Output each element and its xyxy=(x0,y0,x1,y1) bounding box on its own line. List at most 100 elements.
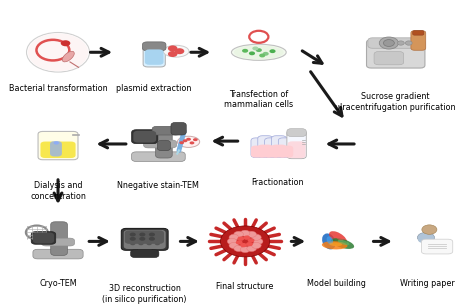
Circle shape xyxy=(229,234,238,240)
Circle shape xyxy=(149,237,155,241)
FancyBboxPatch shape xyxy=(143,42,166,51)
Circle shape xyxy=(236,240,243,245)
FancyBboxPatch shape xyxy=(421,239,453,254)
FancyBboxPatch shape xyxy=(137,244,152,256)
Circle shape xyxy=(149,233,155,236)
Circle shape xyxy=(193,138,198,141)
Ellipse shape xyxy=(329,231,347,245)
Circle shape xyxy=(155,237,160,241)
Ellipse shape xyxy=(322,233,336,249)
FancyBboxPatch shape xyxy=(143,45,165,67)
Circle shape xyxy=(263,52,269,56)
FancyBboxPatch shape xyxy=(125,230,164,244)
Circle shape xyxy=(240,246,250,253)
Circle shape xyxy=(190,142,194,144)
Circle shape xyxy=(130,237,136,241)
Circle shape xyxy=(246,242,253,246)
FancyBboxPatch shape xyxy=(51,222,67,256)
FancyBboxPatch shape xyxy=(121,228,168,250)
Ellipse shape xyxy=(163,45,189,57)
Circle shape xyxy=(138,232,144,236)
FancyBboxPatch shape xyxy=(157,140,171,151)
Circle shape xyxy=(28,33,88,71)
Text: Model building: Model building xyxy=(307,279,366,288)
Ellipse shape xyxy=(234,45,283,59)
FancyBboxPatch shape xyxy=(258,136,273,158)
Circle shape xyxy=(229,242,238,249)
FancyBboxPatch shape xyxy=(33,232,54,243)
FancyBboxPatch shape xyxy=(41,238,74,246)
Circle shape xyxy=(422,225,437,234)
Circle shape xyxy=(383,40,394,46)
FancyBboxPatch shape xyxy=(132,152,185,161)
FancyBboxPatch shape xyxy=(278,145,293,158)
FancyBboxPatch shape xyxy=(251,145,266,158)
Text: Final structure: Final structure xyxy=(217,282,274,291)
FancyBboxPatch shape xyxy=(155,127,172,158)
Circle shape xyxy=(130,242,136,245)
Text: plasmid extraction: plasmid extraction xyxy=(116,84,191,93)
FancyBboxPatch shape xyxy=(264,138,280,158)
Circle shape xyxy=(237,236,244,241)
FancyBboxPatch shape xyxy=(272,145,286,158)
Ellipse shape xyxy=(331,238,354,249)
Text: Cryo-TEM: Cryo-TEM xyxy=(39,279,77,288)
Circle shape xyxy=(228,230,263,253)
Circle shape xyxy=(175,48,184,54)
Circle shape xyxy=(182,139,188,142)
Circle shape xyxy=(220,226,270,257)
FancyBboxPatch shape xyxy=(145,49,164,65)
FancyBboxPatch shape xyxy=(278,138,293,158)
Circle shape xyxy=(234,246,244,252)
Circle shape xyxy=(247,231,256,237)
Circle shape xyxy=(139,233,146,236)
Circle shape xyxy=(168,45,177,52)
Circle shape xyxy=(146,237,152,241)
Circle shape xyxy=(247,238,255,242)
Circle shape xyxy=(240,230,250,236)
FancyBboxPatch shape xyxy=(50,141,62,156)
FancyBboxPatch shape xyxy=(287,130,306,159)
Circle shape xyxy=(252,242,261,249)
Circle shape xyxy=(242,49,248,53)
FancyBboxPatch shape xyxy=(171,122,186,135)
Circle shape xyxy=(139,237,146,241)
Circle shape xyxy=(243,235,250,240)
Circle shape xyxy=(179,141,184,144)
FancyBboxPatch shape xyxy=(33,249,83,259)
Circle shape xyxy=(259,54,265,57)
Circle shape xyxy=(405,41,412,45)
FancyBboxPatch shape xyxy=(413,31,424,35)
Text: Transfection of
mammalian cells: Transfection of mammalian cells xyxy=(224,90,293,109)
FancyBboxPatch shape xyxy=(133,131,156,142)
Circle shape xyxy=(54,141,59,145)
FancyBboxPatch shape xyxy=(31,232,56,244)
FancyBboxPatch shape xyxy=(40,142,75,158)
FancyBboxPatch shape xyxy=(130,250,159,258)
Ellipse shape xyxy=(327,236,333,244)
Circle shape xyxy=(379,37,399,49)
Circle shape xyxy=(130,237,136,241)
FancyBboxPatch shape xyxy=(132,130,158,144)
Circle shape xyxy=(247,246,256,252)
FancyBboxPatch shape xyxy=(368,38,424,48)
Circle shape xyxy=(146,242,152,245)
Circle shape xyxy=(138,242,144,245)
Circle shape xyxy=(146,232,152,236)
Circle shape xyxy=(397,41,404,45)
FancyBboxPatch shape xyxy=(272,136,286,158)
Text: Sucrose gradient
ulracentrifugation purification: Sucrose gradient ulracentrifugation puri… xyxy=(336,92,456,112)
Ellipse shape xyxy=(322,241,347,249)
FancyBboxPatch shape xyxy=(144,140,177,148)
Circle shape xyxy=(252,234,261,240)
Text: Writing paper: Writing paper xyxy=(401,279,455,288)
Text: Dialysis and
concentration: Dialysis and concentration xyxy=(30,181,86,201)
Text: Fractionation: Fractionation xyxy=(251,178,303,187)
Circle shape xyxy=(269,49,275,53)
Text: Bacterial transformation: Bacterial transformation xyxy=(9,84,107,93)
FancyBboxPatch shape xyxy=(38,131,78,160)
FancyBboxPatch shape xyxy=(152,126,180,135)
FancyBboxPatch shape xyxy=(411,30,426,50)
Circle shape xyxy=(130,232,136,236)
FancyBboxPatch shape xyxy=(251,138,266,158)
